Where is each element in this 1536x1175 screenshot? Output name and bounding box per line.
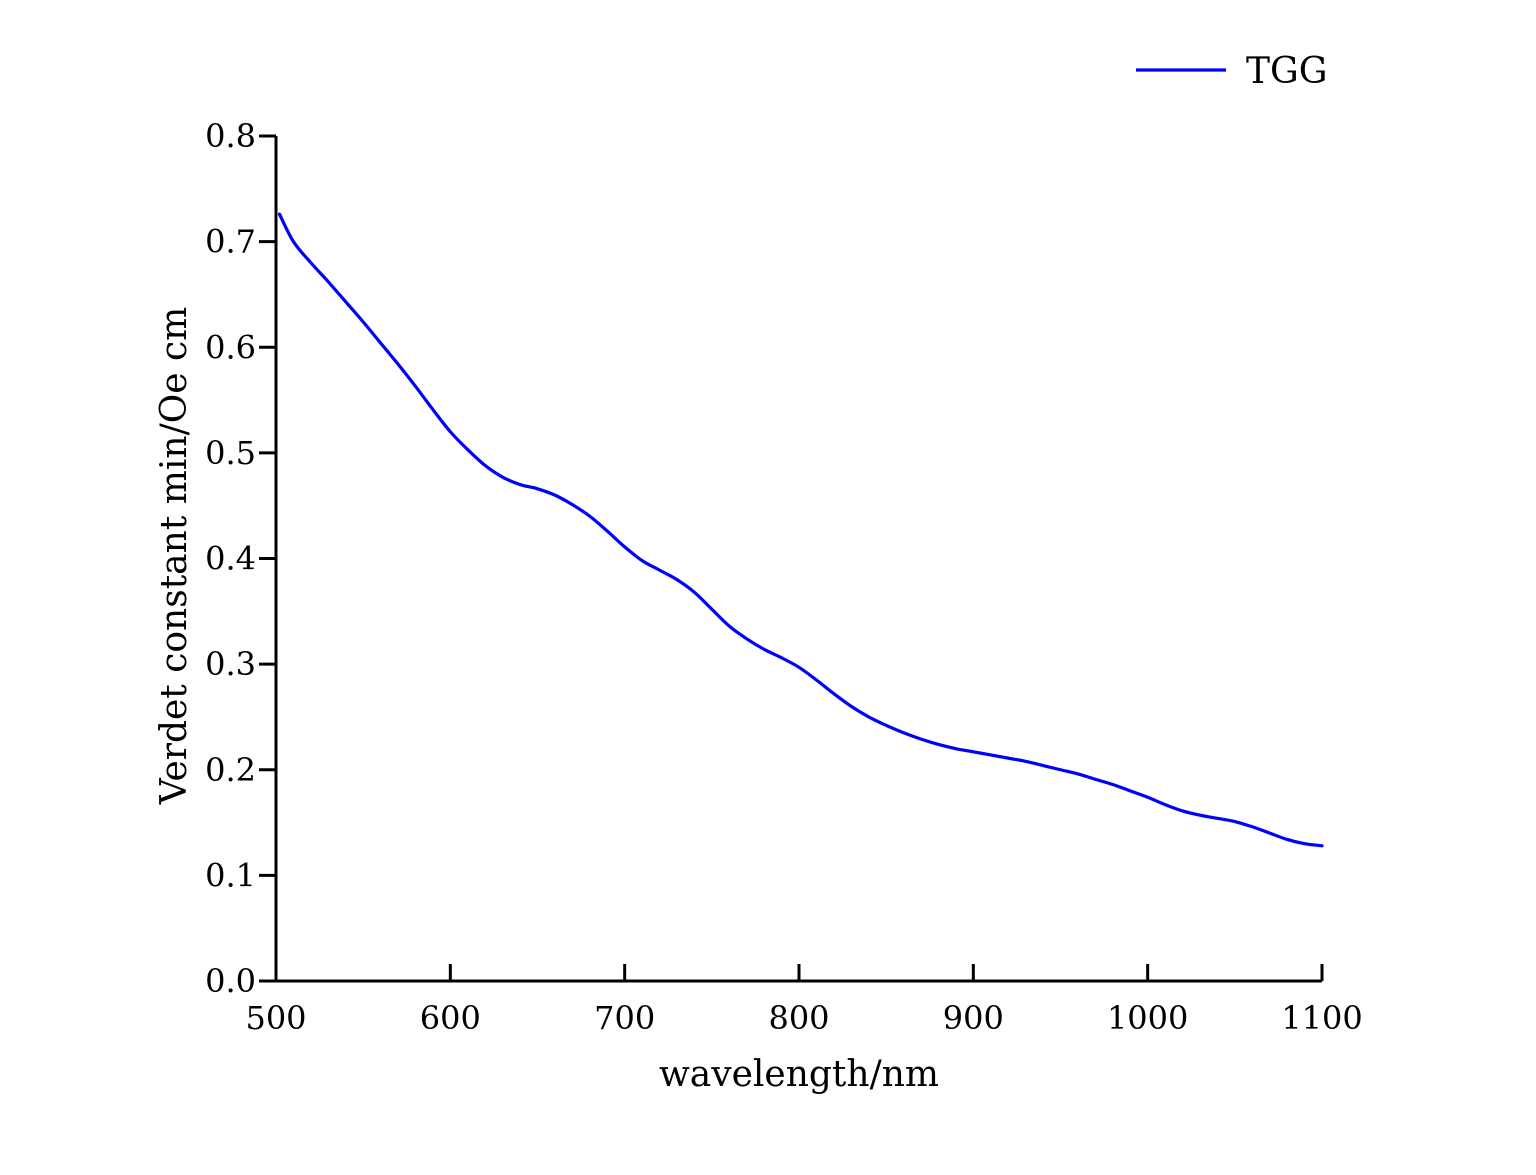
x-axis-ticks: 500 600 700 800 900 1000 1100 bbox=[245, 964, 1363, 1037]
x-tick-label: 600 bbox=[420, 999, 481, 1037]
x-tick-label: 800 bbox=[768, 999, 829, 1037]
x-tick-label: 1000 bbox=[1107, 999, 1188, 1037]
y-tick-label: 0.6 bbox=[205, 328, 256, 366]
x-tick-label: 1100 bbox=[1281, 999, 1362, 1037]
x-tick-label: 700 bbox=[594, 999, 655, 1037]
y-tick-label: 0.3 bbox=[205, 645, 256, 683]
series-line-tgg bbox=[277, 212, 1324, 848]
y-tick-label: 0.8 bbox=[205, 117, 256, 155]
y-tick-label: 0.2 bbox=[205, 751, 256, 789]
legend: TGG bbox=[1136, 51, 1328, 92]
y-tick-label: 0.0 bbox=[205, 962, 256, 1000]
y-axis-label: Verdet constant min/Oe cm bbox=[154, 307, 195, 806]
y-axis-ticks: 0.0 0.1 0.2 0.3 0.4 0.5 0.6 0.7 0.8 bbox=[205, 117, 276, 1000]
legend-label-tgg: TGG bbox=[1246, 51, 1328, 92]
x-tick-label: 900 bbox=[943, 999, 1004, 1037]
y-tick-label: 0.5 bbox=[205, 434, 256, 472]
y-tick-label: 0.1 bbox=[205, 856, 256, 894]
x-axis-label: wavelength/nm bbox=[659, 1054, 939, 1095]
y-tick-label: 0.7 bbox=[205, 223, 256, 261]
y-tick-label: 0.4 bbox=[205, 540, 256, 578]
x-tick-label: 500 bbox=[245, 999, 306, 1037]
